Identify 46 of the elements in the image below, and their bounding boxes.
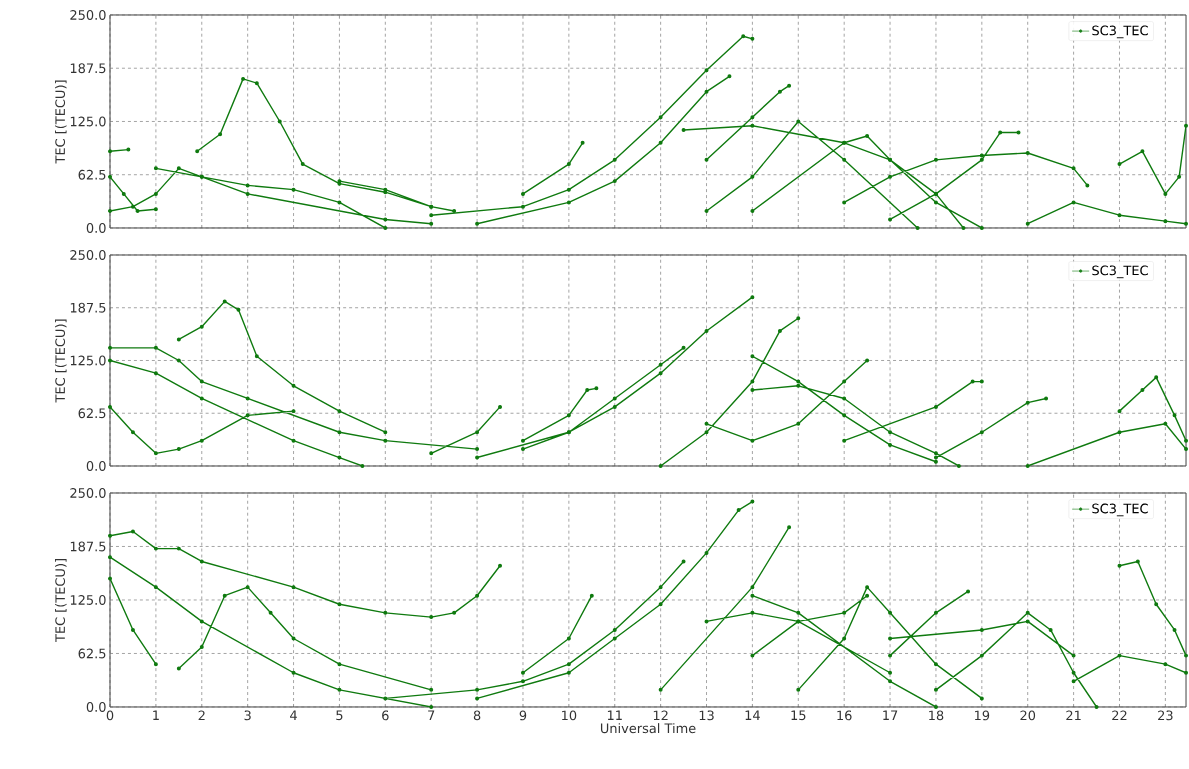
x-tick-label: 20: [1020, 710, 1036, 721]
y-tick-label: 125.0: [70, 595, 106, 605]
x-tick-label: 3: [244, 710, 251, 721]
x-axis-title: Universal Time: [600, 723, 696, 734]
x-tick-label: 2: [198, 710, 205, 721]
x-tick-label: 0: [106, 710, 114, 721]
y-axis-title: TEC [(TECU)]: [55, 80, 67, 164]
legend-label: SC3_TEC: [1092, 25, 1148, 39]
x-tick-label: 1: [153, 710, 159, 720]
x-tick-label: 5: [336, 710, 343, 721]
y-tick-label: 250.0: [70, 488, 106, 498]
legend-label: SC3_TEC: [1092, 503, 1148, 517]
x-tick-label: 19: [975, 710, 990, 721]
x-tick-label: 8: [473, 710, 481, 721]
y-tick-label: 187.5: [70, 302, 106, 313]
x-tick-label: 10: [562, 710, 577, 721]
y-axis-title: TEC [(TECU)]: [55, 319, 67, 403]
x-tick-label: 13: [699, 710, 714, 721]
y-tick-label: 125.0: [70, 355, 106, 366]
legend-label: SC3_TEC: [1092, 265, 1148, 279]
x-tick-label: 22: [1112, 710, 1127, 721]
x-tick-label: 6: [382, 710, 389, 721]
x-tick-label: 16: [837, 710, 852, 721]
x-tick-label: 9: [519, 710, 527, 721]
y-tick-label: 250.0: [70, 10, 106, 20]
y-tick-label: 0.0: [86, 223, 106, 233]
x-tick-label: 12: [653, 710, 668, 721]
x-tick-label: 11: [607, 710, 622, 720]
x-tick-label: 7: [428, 710, 435, 720]
x-tick-label: 4: [290, 710, 297, 720]
x-tick-label: 15: [791, 710, 806, 721]
y-axis-title: TEC [(TECU)]: [55, 559, 67, 643]
y-tick-label: 62.5: [78, 169, 106, 180]
y-tick-label: 187.5: [70, 541, 106, 552]
y-tick-label: 0.0: [86, 461, 106, 471]
y-tick-label: 125.0: [70, 116, 106, 127]
x-tick-label: 14: [745, 710, 760, 720]
y-tick-label: 62.5: [78, 648, 106, 659]
x-tick-label: 18: [929, 710, 944, 721]
y-tick-label: 250.0: [70, 250, 106, 260]
x-tick-label: 23: [1158, 710, 1173, 721]
y-tick-label: 187.5: [70, 63, 106, 74]
x-tick-label: 21: [1066, 710, 1081, 721]
y-tick-label: 62.5: [78, 408, 106, 419]
y-tick-label: 0.0: [86, 702, 106, 712]
x-tick-label: 17: [883, 710, 898, 720]
